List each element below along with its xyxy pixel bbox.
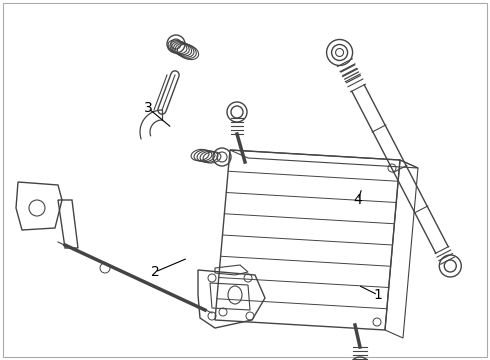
Text: 3: 3 <box>144 101 152 115</box>
Text: 4: 4 <box>354 193 363 207</box>
Text: 1: 1 <box>373 288 382 302</box>
Text: 2: 2 <box>150 265 159 279</box>
